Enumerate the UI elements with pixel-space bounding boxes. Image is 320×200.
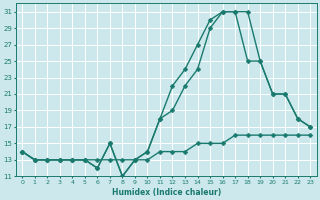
X-axis label: Humidex (Indice chaleur): Humidex (Indice chaleur) — [112, 188, 221, 197]
